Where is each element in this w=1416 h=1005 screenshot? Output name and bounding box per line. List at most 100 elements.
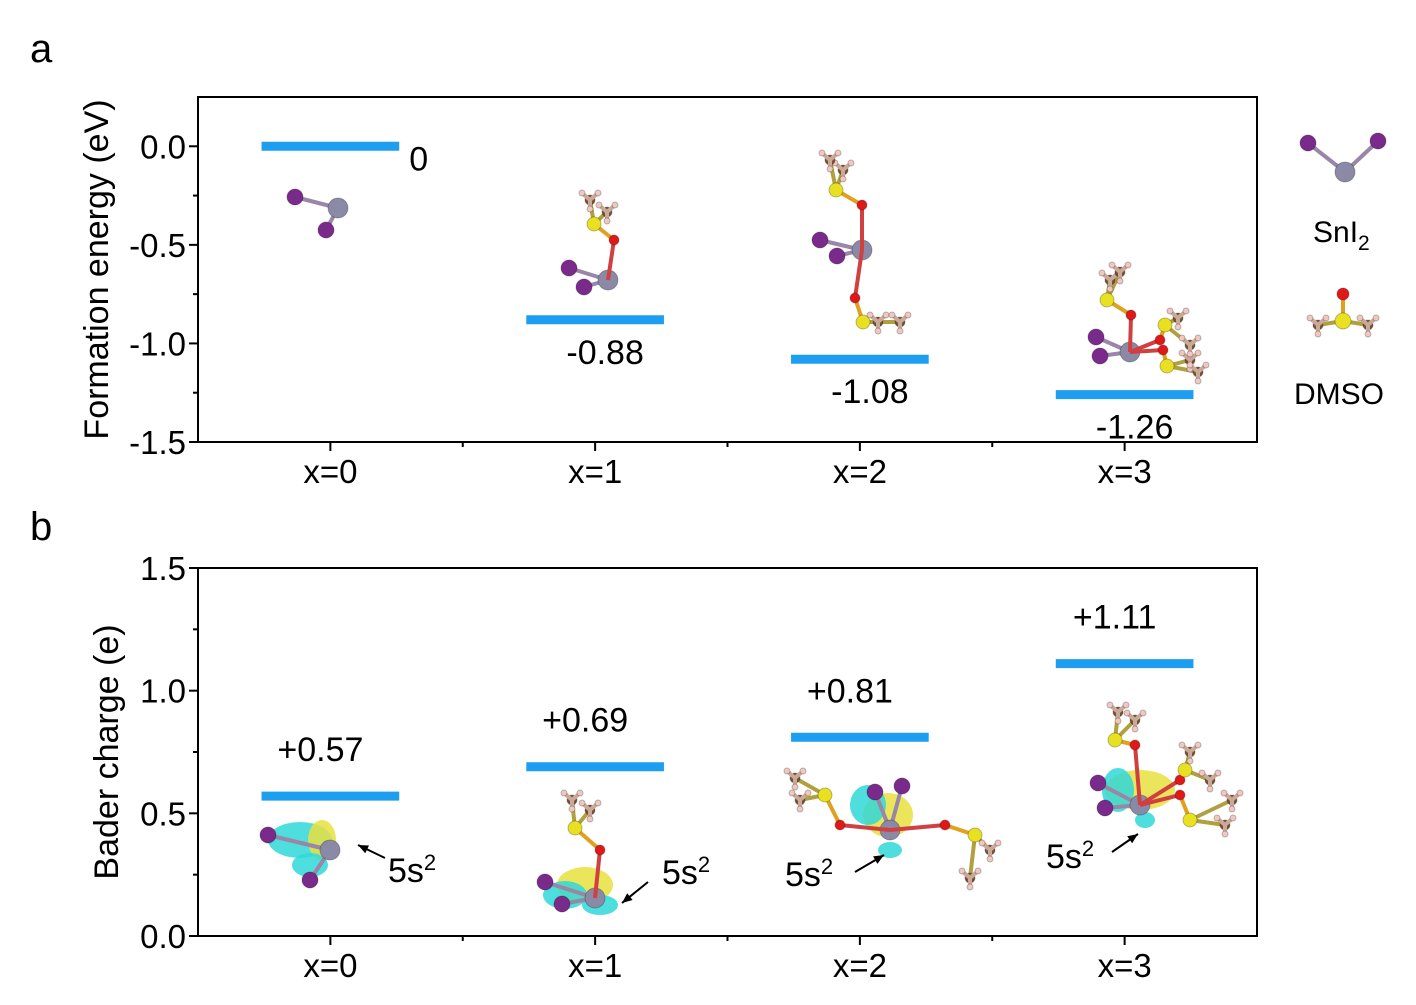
hydrogen-atom — [974, 867, 982, 875]
hydrogen-atom — [1194, 741, 1202, 749]
sulfur-atom — [1107, 732, 1123, 748]
bond — [1189, 798, 1233, 822]
iodine-atom — [317, 221, 335, 239]
bond — [267, 833, 331, 852]
hydrogen-atom — [978, 839, 986, 847]
iodine-atom — [866, 783, 884, 801]
hydrogen-atom — [994, 839, 1002, 847]
bond — [1133, 744, 1142, 806]
iodine-atom — [828, 247, 846, 265]
data-label: 0 — [409, 140, 428, 178]
charge-density-blob — [1102, 768, 1134, 812]
hydrogen-atom — [1306, 314, 1314, 322]
hydrogen-atom — [1220, 789, 1228, 797]
hydrogen-atom — [1228, 805, 1236, 813]
orbital-annotation: 5s2 — [785, 854, 833, 894]
hydrogen-atom — [1372, 314, 1380, 322]
hydrogen-atom — [847, 159, 855, 167]
hydrogen-atom — [1213, 814, 1221, 822]
hydrogen-atom — [1221, 830, 1229, 838]
oxygen-atom — [1129, 739, 1141, 751]
iodine-atom — [893, 777, 911, 795]
bond — [606, 239, 616, 281]
y-axis-label: Formation energy (eV) — [78, 99, 116, 439]
hydrogen-atom — [799, 767, 807, 775]
hydrogen-atom — [986, 855, 994, 863]
oxygen-atom — [1125, 309, 1137, 321]
orbital-superscript: 2 — [1082, 836, 1094, 861]
panel-label-b: b — [30, 505, 52, 549]
hydrogen-atom — [896, 327, 904, 335]
iodine-atom — [811, 231, 829, 249]
oxygen-atom — [834, 819, 846, 831]
iodine-atom — [1087, 328, 1105, 346]
hydrogen-atom — [1194, 334, 1202, 342]
charge-density-blob — [1135, 812, 1155, 828]
orbital-superscript: 2 — [424, 850, 436, 875]
hydrogen-atom — [1098, 269, 1106, 277]
tin-atom — [1334, 161, 1356, 183]
hydrogen-atom — [1322, 314, 1330, 322]
hydrogen-atom — [866, 311, 874, 319]
hydrogen-atom — [1166, 307, 1174, 315]
oxygen-atom — [594, 844, 606, 856]
iodine-atom — [575, 278, 593, 296]
sulfur-atom — [967, 827, 983, 843]
hydrogen-atom — [1178, 741, 1186, 749]
hydrogen-atom — [796, 805, 804, 813]
oxygen-atom — [1157, 344, 1169, 356]
orbital-label: 5s — [1046, 838, 1082, 876]
data-label: -0.88 — [566, 334, 644, 372]
hydrogen-atom — [1178, 334, 1186, 342]
legend-dmso-icon — [1306, 287, 1380, 338]
sulfur-atom — [1177, 762, 1193, 778]
sulfur-atom — [828, 182, 844, 198]
hydrogen-atom — [1106, 285, 1114, 293]
orbital-superscript: 2 — [698, 852, 710, 877]
iodine-atom — [1089, 774, 1107, 792]
x-tick-label: x=2 — [833, 947, 887, 984]
hydrogen-atom — [560, 789, 568, 797]
hydrogen-atom — [586, 815, 594, 823]
hydrogen-atom — [791, 783, 799, 791]
hydrogen-atom — [1214, 769, 1222, 777]
panel-a-chart: 0.0 -0.5 -1.0 -1.5 x=0 x=1 x=2 x=3 Formation ene… — [78, 96, 1258, 490]
iodine-atom — [1299, 134, 1317, 152]
hydrogen-atom — [1202, 361, 1210, 369]
hydrogen-atom — [1178, 349, 1186, 357]
sulfur-atom — [586, 216, 602, 232]
legend-sni2-label: SnI2 — [1313, 216, 1370, 255]
hydrogen-atom — [1206, 785, 1214, 793]
data-label: +1.11 — [1073, 599, 1157, 637]
orbital-superscript: 2 — [821, 854, 833, 879]
hydrogen-atom — [958, 867, 966, 875]
hydrogen-atom — [882, 311, 890, 319]
arrowhead-icon — [358, 845, 369, 854]
hydrogen-atom — [1314, 330, 1322, 338]
hydrogen-atom — [888, 311, 896, 319]
panel-label-a: a — [30, 27, 53, 71]
y-tick-label: 1.5 — [140, 550, 186, 587]
hydrogen-atom — [576, 789, 584, 797]
hydrogen-atom — [568, 805, 576, 813]
y-tick-label: -1.0 — [129, 325, 186, 362]
y-tick-label: 0.0 — [140, 918, 186, 955]
hydrogen-atom — [1116, 277, 1124, 285]
bond — [889, 823, 946, 832]
hydrogen-atom — [783, 767, 791, 775]
iodine-atom — [286, 188, 304, 206]
bond — [968, 834, 977, 879]
orbital-label: 5s — [785, 856, 821, 894]
hydrogen-atom — [1198, 769, 1206, 777]
sulfur-atom — [817, 787, 833, 803]
charge-density-blob — [292, 853, 328, 877]
data-label: -1.26 — [1096, 409, 1174, 447]
y-tick-label: -1.5 — [129, 424, 186, 461]
charge-density-blob — [878, 842, 902, 858]
y-axis-label: Bader charge (e) — [88, 624, 126, 879]
y-tick-label: -0.5 — [129, 227, 186, 264]
tin-atom — [327, 197, 349, 219]
orbital-annotation: 5s2 — [1046, 836, 1094, 876]
hydrogen-atom — [578, 189, 586, 197]
